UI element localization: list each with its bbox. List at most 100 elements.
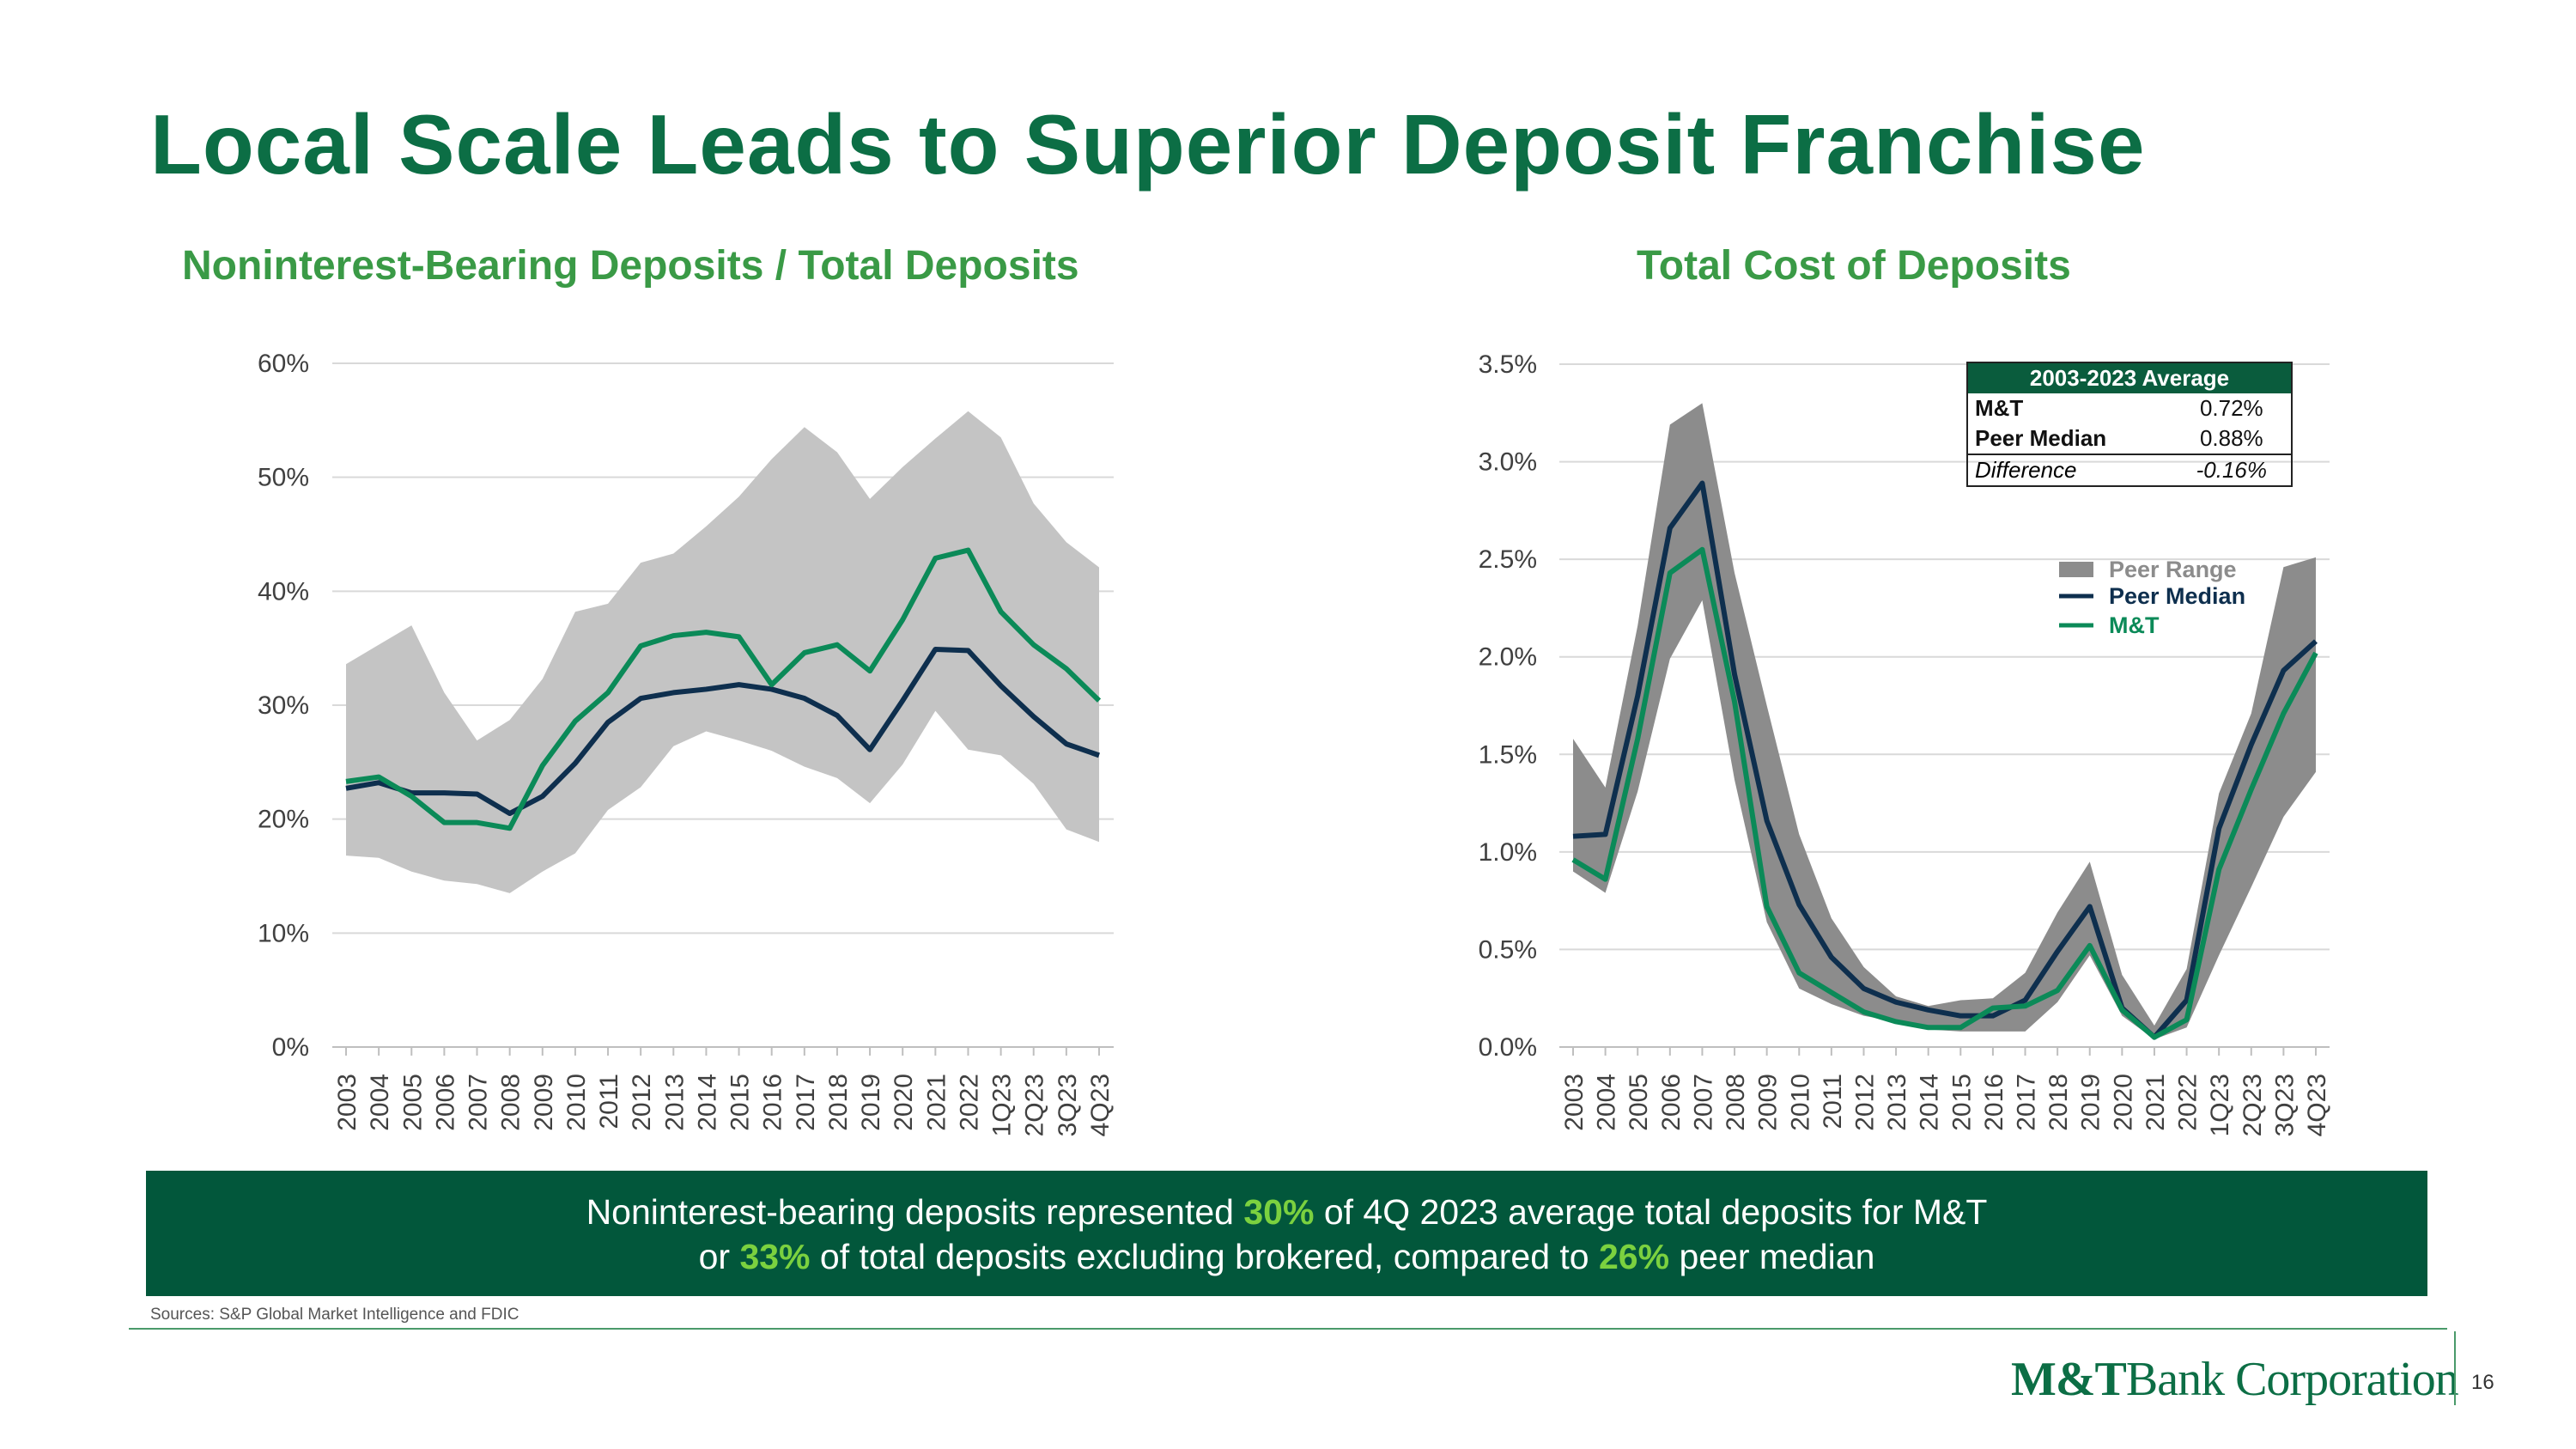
x-tick-label: 2015 [1947,1074,1976,1131]
average-table-row: Peer Median 0.88% [1967,423,2292,454]
x-tick-label: 2021 [922,1074,951,1131]
banner-highlight-33: 33% [739,1237,811,1276]
x-tick-label: 1Q23 [988,1074,1017,1136]
series-line-mt [345,547,1102,831]
average-label-diff: Difference [1967,454,2172,486]
x-tick-label: 2008 [1722,1074,1750,1131]
x-tick-label: 2013 [660,1074,689,1131]
banner-text: of 4Q 2023 average total deposits for M&… [1314,1192,1988,1232]
peer-range-band [1573,403,2316,1039]
x-tick-label: 2003 [1560,1074,1589,1131]
series-line-peer-median [345,646,1100,817]
x-tick-label: 2005 [1625,1074,1653,1131]
x-tick-label: 2015 [726,1074,755,1131]
page-number: 16 [2471,1371,2494,1394]
chart-title-noninterest: Noninterest-Bearing Deposits / Total Dep… [182,243,1079,289]
average-table-header: 2003-2023 Average [1967,362,2292,393]
x-tick-label: 2018 [824,1074,853,1131]
banner-line-1: Noninterest-bearing deposits represented… [146,1190,2427,1234]
x-tick-label: 2007 [465,1074,493,1131]
x-tick-label: 2018 [2044,1074,2073,1131]
logo-name: Bank Corporation [2125,1353,2459,1406]
y-tick-label: 0.0% [1479,1033,1537,1062]
y-tick-label: 30% [258,691,309,720]
banner-text: of total deposits excluding brokered, co… [810,1237,1599,1276]
x-tick-label: 2017 [792,1074,820,1131]
y-tick-label: 1.0% [1479,838,1537,867]
average-value-mt: 0.72% [2199,395,2263,421]
x-tick-label: 2020 [2109,1074,2137,1131]
chart-noninterest-bearing: 0% 10% 20% 30% 40% 50% 60% 2003 2004 2005 2006 2007… [258,350,1115,1136]
x-tick-label: 2009 [530,1074,558,1131]
highlight-banner: Noninterest-bearing deposits represented… [146,1171,2427,1296]
y-tick-label: 60% [258,350,309,378]
x-tick-label: 2011 [595,1074,623,1129]
y-tick-label: 3.0% [1479,448,1537,477]
average-table-header-row: 2003-2023 Average [1967,362,2292,393]
x-tick-label: 2012 [1850,1074,1879,1131]
x-tick-label: 2010 [1786,1074,1814,1131]
company-logo: M&TBank Corporation [2011,1352,2459,1407]
legend-label-mt: M&T [2109,612,2160,638]
legend-label-peer-range: Peer Range [2109,557,2237,582]
x-tick-label: 2012 [628,1074,656,1131]
x-tick-label: 2014 [693,1074,721,1131]
x-tick-label: 2006 [431,1074,459,1131]
average-table-diff-row: Difference -0.16% [1967,454,2292,486]
y-tick-label: 0% [272,1033,309,1062]
x-tick-label: 2004 [366,1074,394,1131]
page-title: Local Scale Leads to Superior Deposit Fr… [150,97,2146,192]
legend-swatch-peer-range [2059,562,2093,577]
x-tick-label: 4Q23 [2303,1074,2331,1136]
banner-line-2: or 33% of total deposits excluding broke… [146,1234,2427,1279]
banner-text: Noninterest-bearing deposits represented [586,1192,1244,1232]
x-tick-label: 2003 [333,1074,361,1131]
average-label-peer: Peer Median [1975,425,2107,451]
x-tick-label: 2005 [398,1074,427,1131]
x-tick-label: 2019 [2077,1074,2105,1131]
legend-label-peer-median: Peer Median [2109,583,2245,609]
average-value-peer: 0.88% [2199,425,2263,451]
y-tick-label: 3.5% [1479,350,1537,379]
x-tick-label: 2013 [1883,1074,1911,1131]
x-tick-label: 3Q23 [2270,1074,2299,1136]
average-label-mt: M&T [1975,395,2024,421]
x-tick-label: 2016 [1980,1074,2008,1131]
x-tick-label: 2Q23 [2239,1074,2267,1136]
footer-divider [129,1328,2447,1330]
x-tick-label: 2Q23 [1021,1074,1049,1136]
x-tick-label: 2020 [890,1074,918,1131]
chart-title-cost: Total Cost of Deposits [1637,243,2071,289]
x-tick-label: 2021 [2142,1074,2170,1131]
banner-highlight-26: 26% [1599,1237,1670,1276]
chart-total-cost: 0.0% 0.5% 1.0% 1.5% 2.0% 2.5% 3.0% 3.5% 2003 2004… [1479,350,2331,1136]
x-tick-label: 2009 [1754,1074,1783,1131]
y-tick-label: 2.0% [1479,643,1537,672]
x-tick-label: 2008 [497,1074,526,1131]
x-tick-label: 2016 [759,1074,787,1131]
y-tick-label: 50% [258,464,309,492]
y-tick-label: 2.5% [1479,545,1537,574]
y-tick-label: 40% [258,577,309,606]
x-tick-label: 2006 [1657,1074,1686,1131]
page-number-divider [2454,1331,2456,1405]
x-tick-label: 2022 [955,1074,983,1131]
logo-brand: M&T [2011,1353,2127,1406]
x-tick-label: 2019 [857,1074,885,1131]
banner-text: peer median [1669,1237,1875,1276]
banner-highlight-30: 30% [1243,1192,1315,1232]
x-tick-label: 2011 [1819,1074,1847,1129]
x-tick-label: 2007 [1689,1074,1717,1131]
y-tick-label: 20% [258,806,309,834]
y-tick-label: 0.5% [1479,935,1537,964]
average-value-diff: -0.16% [2172,454,2292,486]
x-tick-label: 2010 [562,1074,591,1131]
x-tick-label: 4Q23 [1086,1074,1115,1136]
y-tick-label: 10% [258,919,309,947]
x-tick-label: 2022 [2174,1074,2202,1131]
x-tick-label: 2017 [2013,1074,2041,1131]
x-tick-label: 3Q23 [1054,1074,1082,1136]
x-tick-label: 2004 [1593,1074,1621,1131]
banner-text: or [698,1237,740,1276]
y-tick-label: 1.5% [1479,740,1537,769]
